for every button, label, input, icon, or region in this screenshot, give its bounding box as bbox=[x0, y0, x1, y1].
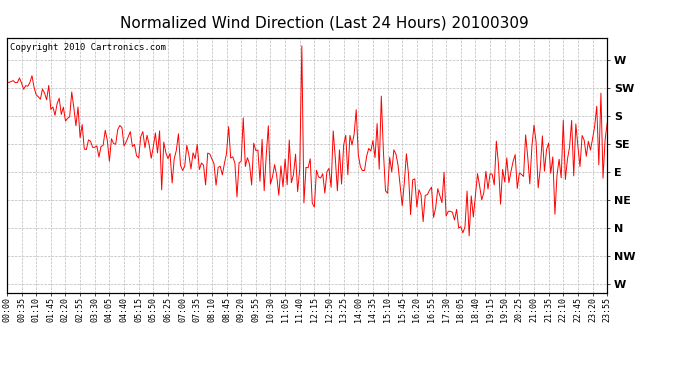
Text: Normalized Wind Direction (Last 24 Hours) 20100309: Normalized Wind Direction (Last 24 Hours… bbox=[120, 15, 529, 30]
Text: Copyright 2010 Cartronics.com: Copyright 2010 Cartronics.com bbox=[10, 43, 166, 52]
